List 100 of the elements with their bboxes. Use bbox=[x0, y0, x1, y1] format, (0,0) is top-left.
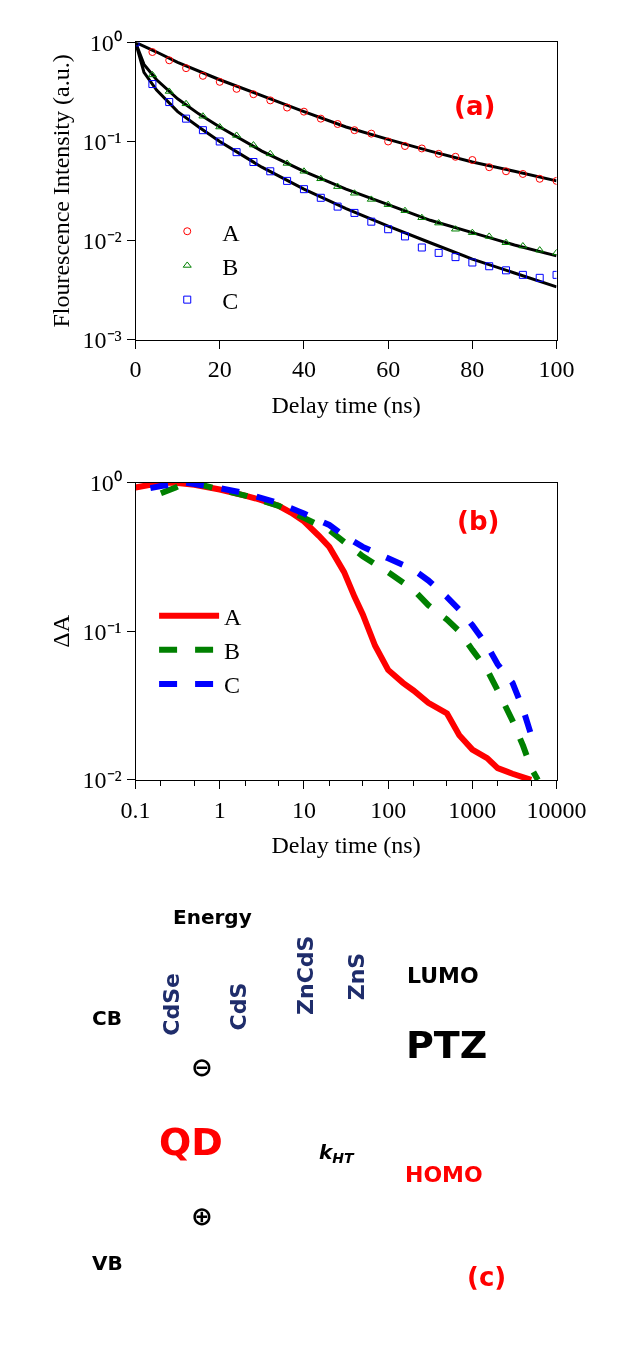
legend-label: B bbox=[224, 638, 241, 665]
x-tick-label: 100 bbox=[370, 796, 407, 823]
point bbox=[485, 262, 494, 271]
point bbox=[182, 64, 191, 73]
point bbox=[215, 123, 225, 130]
text: ZnS bbox=[344, 952, 370, 1001]
point bbox=[535, 246, 545, 253]
text: Energy bbox=[173, 905, 252, 929]
point bbox=[283, 176, 292, 185]
point bbox=[148, 48, 157, 57]
point bbox=[485, 163, 494, 172]
point bbox=[299, 167, 309, 174]
y-tick-label: 10⁰ bbox=[89, 470, 122, 497]
point bbox=[400, 142, 409, 150]
legend-label: C bbox=[222, 288, 239, 314]
point bbox=[383, 200, 393, 207]
annotation: (b) bbox=[457, 506, 500, 536]
point bbox=[434, 248, 443, 257]
x-tick-label: 0 bbox=[129, 356, 142, 383]
point bbox=[249, 158, 258, 167]
y-tick-label: 10⁻² bbox=[82, 227, 122, 254]
point bbox=[350, 208, 359, 217]
point bbox=[198, 71, 207, 80]
point bbox=[299, 107, 308, 116]
point bbox=[165, 56, 174, 65]
text: HOMO bbox=[405, 1162, 483, 1187]
y-tick-label: 10⁰ bbox=[89, 29, 122, 56]
point bbox=[148, 80, 157, 89]
x-tick-label: 100 bbox=[538, 356, 575, 383]
point bbox=[518, 242, 528, 249]
point bbox=[333, 202, 342, 211]
text: ZnCdS bbox=[292, 935, 318, 1015]
x-tick-label: 1000 bbox=[448, 796, 497, 823]
point bbox=[232, 84, 241, 93]
point bbox=[182, 114, 191, 123]
point bbox=[248, 141, 258, 148]
point bbox=[266, 96, 275, 105]
point bbox=[468, 156, 477, 164]
point bbox=[400, 206, 410, 213]
point bbox=[451, 253, 460, 262]
x-axis-title: Delay time (ns) bbox=[271, 391, 421, 418]
point bbox=[215, 77, 224, 86]
point bbox=[384, 137, 393, 146]
point bbox=[181, 99, 191, 107]
text: CdSe bbox=[159, 973, 185, 1036]
point bbox=[417, 243, 426, 252]
point bbox=[535, 273, 544, 282]
point bbox=[467, 228, 477, 235]
point bbox=[367, 217, 376, 226]
point bbox=[384, 225, 393, 234]
point bbox=[249, 90, 258, 99]
point bbox=[164, 87, 174, 94]
y-tick-label: 10⁻¹ bbox=[82, 128, 122, 155]
y-tick-label: 10⁻¹ bbox=[82, 618, 122, 645]
point bbox=[333, 182, 343, 189]
x-tick-label: 10000 bbox=[526, 796, 587, 823]
point bbox=[232, 131, 242, 138]
point bbox=[299, 185, 308, 194]
annotation: (a) bbox=[454, 91, 496, 121]
point bbox=[502, 167, 511, 176]
x-tick-label: 20 bbox=[207, 356, 232, 383]
x-tick-label: 10 bbox=[291, 796, 316, 823]
point bbox=[198, 112, 208, 119]
point bbox=[333, 120, 342, 129]
point bbox=[147, 70, 157, 78]
point bbox=[535, 174, 544, 183]
legend-label: A bbox=[224, 604, 243, 631]
y-axis-title: ΔA bbox=[47, 614, 74, 648]
point bbox=[215, 137, 224, 146]
point bbox=[316, 114, 325, 123]
text: CB bbox=[92, 1006, 122, 1030]
text: QD bbox=[159, 1120, 223, 1164]
point bbox=[518, 270, 527, 279]
point bbox=[400, 232, 409, 241]
point bbox=[350, 126, 359, 135]
x-tick-label: 60 bbox=[376, 356, 401, 383]
text: ⊖ bbox=[191, 1052, 213, 1082]
text: CdS bbox=[225, 982, 251, 1031]
point bbox=[282, 159, 292, 166]
point bbox=[518, 169, 527, 178]
point bbox=[366, 195, 376, 202]
text: LUMO bbox=[407, 963, 479, 988]
text: k$_{HT}$ bbox=[319, 1140, 356, 1167]
y-tick-label: 10⁻² bbox=[82, 767, 122, 794]
legend-label: B bbox=[222, 253, 239, 280]
text: ⊕ bbox=[191, 1201, 213, 1231]
point bbox=[316, 193, 325, 202]
legend-label: C bbox=[224, 672, 241, 699]
text: VB bbox=[92, 1251, 123, 1275]
point bbox=[265, 149, 275, 157]
x-tick-label: 40 bbox=[291, 356, 316, 383]
point bbox=[417, 213, 427, 220]
point bbox=[451, 152, 460, 161]
point bbox=[502, 266, 511, 275]
point bbox=[283, 103, 292, 112]
point bbox=[434, 219, 444, 226]
point bbox=[434, 149, 443, 158]
point bbox=[417, 144, 426, 153]
point bbox=[468, 258, 477, 267]
x-tick-label: 0.1 bbox=[120, 796, 151, 823]
